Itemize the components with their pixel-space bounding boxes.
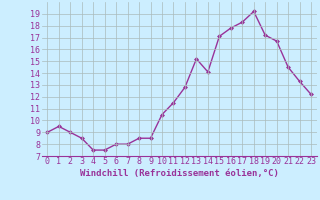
- X-axis label: Windchill (Refroidissement éolien,°C): Windchill (Refroidissement éolien,°C): [80, 169, 279, 178]
